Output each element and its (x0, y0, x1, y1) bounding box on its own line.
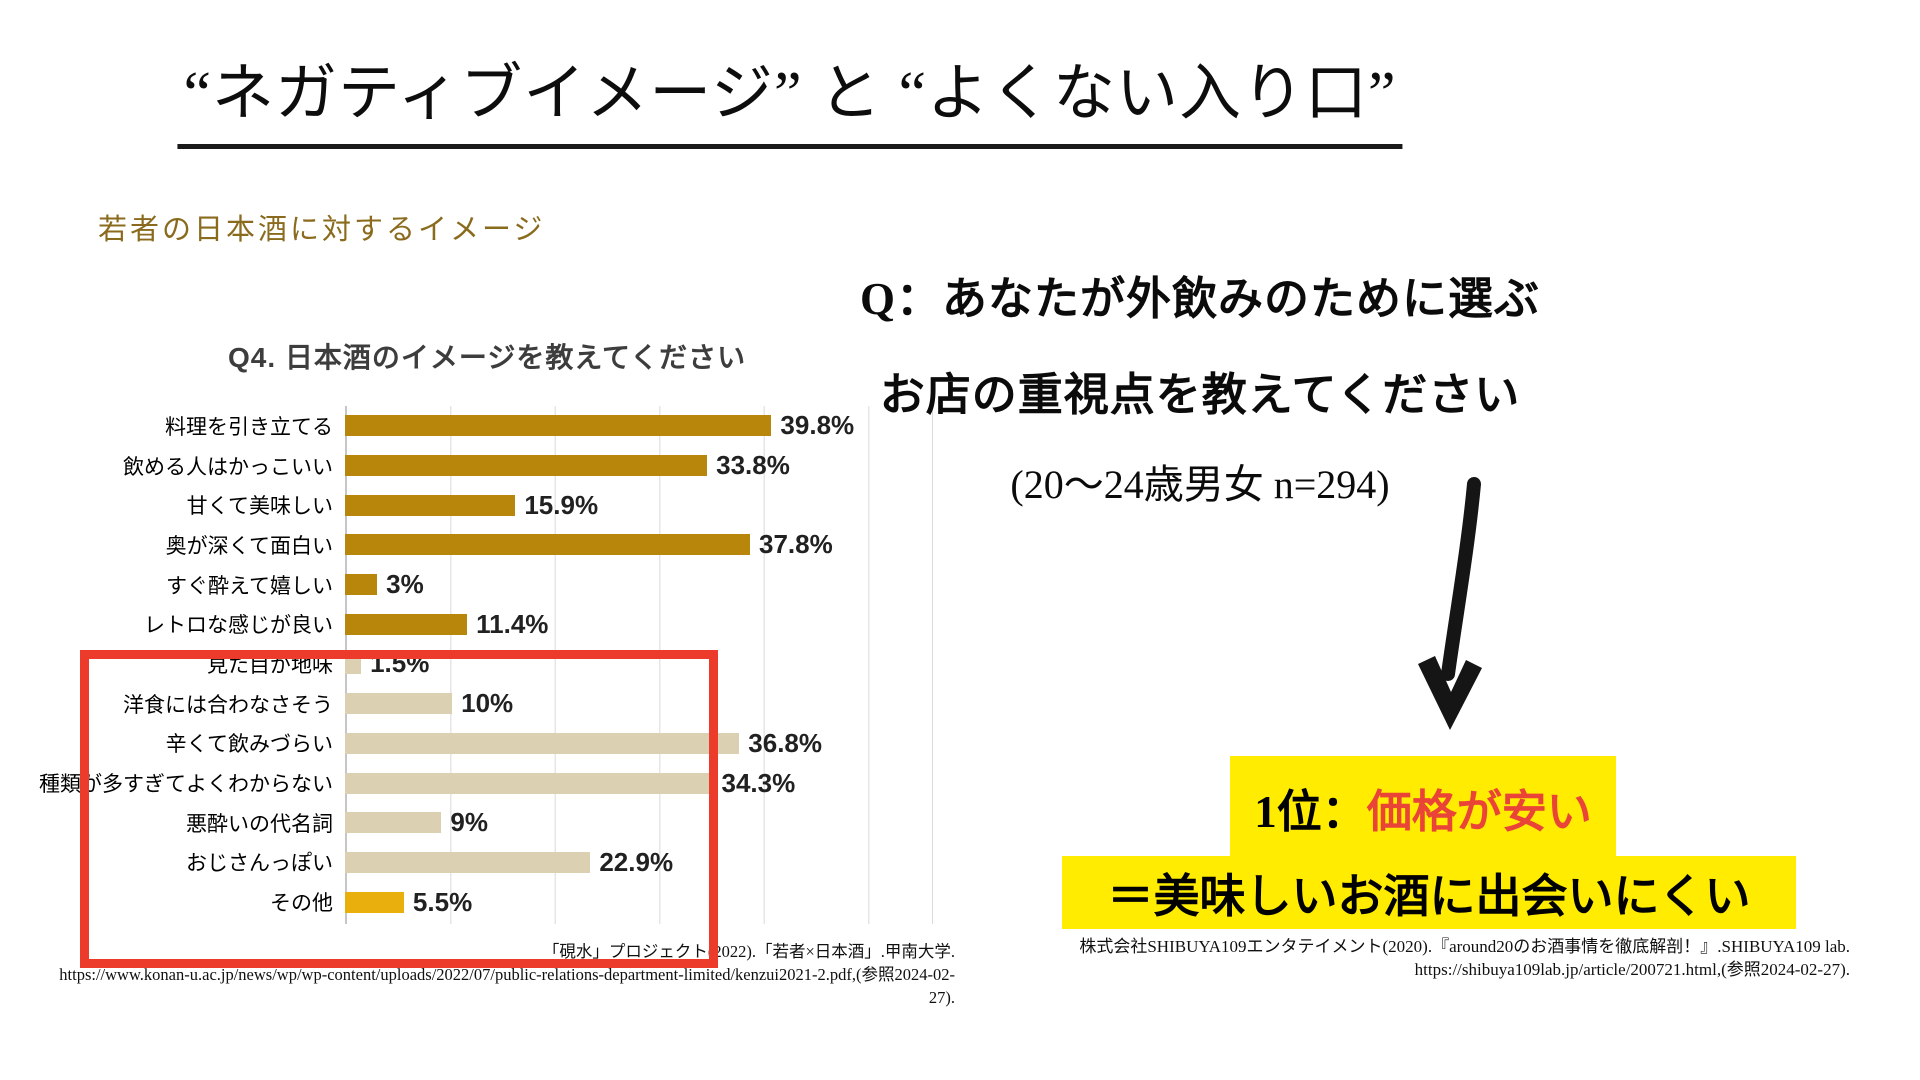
source-line: 株式会社SHIBUYA109エンタテイメント(2020).『around20のお… (1079, 937, 1850, 956)
bar-label: 見た目が地味 (207, 653, 333, 677)
page-title: “ネガティブイメージ” と “よくない入り口” (177, 42, 1403, 149)
bar (345, 772, 713, 794)
bar (345, 534, 750, 556)
bar-label: 飲める人はかっこいい (123, 455, 333, 479)
bar (345, 891, 404, 913)
bar-label: 辛くて飲みづらい (165, 733, 333, 757)
rank-answer: 価格が安い (1366, 786, 1592, 837)
source-citation-right: 株式会社SHIBUYA109エンタテイメント(2020).『around20のお… (1079, 936, 1850, 982)
bar-label: 甘くて美味しい (186, 495, 333, 519)
rank-prefix: 1位： (1254, 786, 1367, 837)
bar-value: 34.3% (721, 767, 796, 798)
bar (345, 415, 772, 437)
bar-row: 見た目が地味 1.5% (0, 644, 945, 684)
chart-plot-area (345, 406, 933, 924)
bar-value: 10% (461, 688, 514, 719)
bar-value: 22.9% (599, 846, 674, 877)
section-heading: 若者の日本酒に対するイメージ (98, 214, 546, 246)
bar-label: 悪酔いの代名詞 (186, 812, 333, 836)
bar-label: レトロな感じが良い (144, 614, 333, 638)
bar-row: レトロな感じが良い 11.4% (0, 604, 945, 644)
bar-row: 料理を引き立てる 39.8% (0, 406, 945, 446)
bar-value: 15.9% (524, 489, 599, 520)
bar-label: すぐ酔えて嬉しい (166, 574, 333, 598)
question-line-2: お店の重視点を教えてください (879, 370, 1521, 420)
bar (345, 455, 708, 477)
conclusion-text: ＝美味しいお酒に出会いにくい (1107, 870, 1751, 922)
bar (345, 494, 516, 516)
source-line: 27). (928, 987, 955, 1007)
bar-value: 1.5% (370, 648, 430, 679)
bar-value: 3% (386, 569, 424, 600)
bar-row: すぐ酔えて嬉しい 3% (0, 565, 945, 605)
bar-label: おじさんっぽい (186, 852, 333, 876)
question-line-1: Q：あなたが外飲みのために選ぶ (859, 274, 1540, 324)
bar-label: 種類が多すぎてよくわからない (39, 773, 333, 797)
bar (345, 812, 442, 834)
source-line: https://shibuya109lab.jp/article/200721.… (1414, 959, 1850, 979)
bar-value: 33.8% (716, 450, 790, 481)
bar (345, 732, 740, 754)
source-line: https://www.konan-u.ac.jp/news/wp/wp-con… (59, 964, 955, 984)
bar-row: 飲める人はかっこいい 33.8% (0, 446, 945, 486)
bar-value: 37.8% (759, 529, 833, 560)
bar-label: 料理を引き立てる (165, 415, 333, 439)
bar-value: 39.8% (780, 410, 855, 441)
bar-label: 洋食には合わなさそう (123, 693, 333, 717)
bar-value: 9% (450, 807, 488, 838)
bar-row: 甘くて美味しい 15.9% (0, 485, 945, 525)
chart-title: Q4. 日本酒のイメージを教えてください (228, 342, 747, 373)
question-sample-note: (20～24歳男女 n=294) (1010, 462, 1390, 507)
source-line: 「硯水」プロジェクト(2022).「若者×日本酒」.甲南大学. (542, 942, 955, 961)
bar (345, 574, 378, 596)
rank-answer-box: 1位： 価格が安い (1230, 756, 1616, 858)
bar-row: 辛くて飲みづらい 36.8% (0, 724, 945, 764)
bar-label: 奥が深くて面白い (165, 534, 333, 558)
bar-value: 11.4% (476, 608, 549, 639)
bar-chart: 料理を引き立てる 39.8% 飲める人はかっこいい 33.8% 甘くて美味しい 15.9%… (0, 406, 945, 922)
bar-value: 5.5% (412, 886, 473, 917)
bar-value: 36.8% (748, 727, 823, 758)
bar-row: その他 5.5% (0, 882, 945, 922)
bar-row: 奥が深くて面白い 37.8% (0, 525, 945, 565)
bar-row: 悪酔いの代名詞 9% (0, 803, 945, 843)
bar (345, 851, 591, 873)
conclusion-box: ＝美味しいお酒に出会いにくい (1062, 856, 1796, 929)
bar (345, 613, 468, 635)
bar (345, 693, 453, 715)
source-citation-left: 「硯水」プロジェクト(2022).「若者×日本酒」.甲南大学. https://… (59, 941, 955, 1009)
bar-label: その他 (270, 892, 333, 916)
bar-row: 洋食には合わなさそう 10% (0, 684, 945, 724)
question-block: Q：あなたが外飲みのために選ぶ お店の重視点を教えてください (20～24歳男女… (855, 262, 1545, 510)
bar-row: おじさんっぽい 22.9% (0, 843, 945, 883)
bar (345, 653, 362, 675)
bar-row: 種類が多すぎてよくわからない 34.3% (0, 763, 945, 803)
down-arrow-icon (1418, 477, 1482, 730)
